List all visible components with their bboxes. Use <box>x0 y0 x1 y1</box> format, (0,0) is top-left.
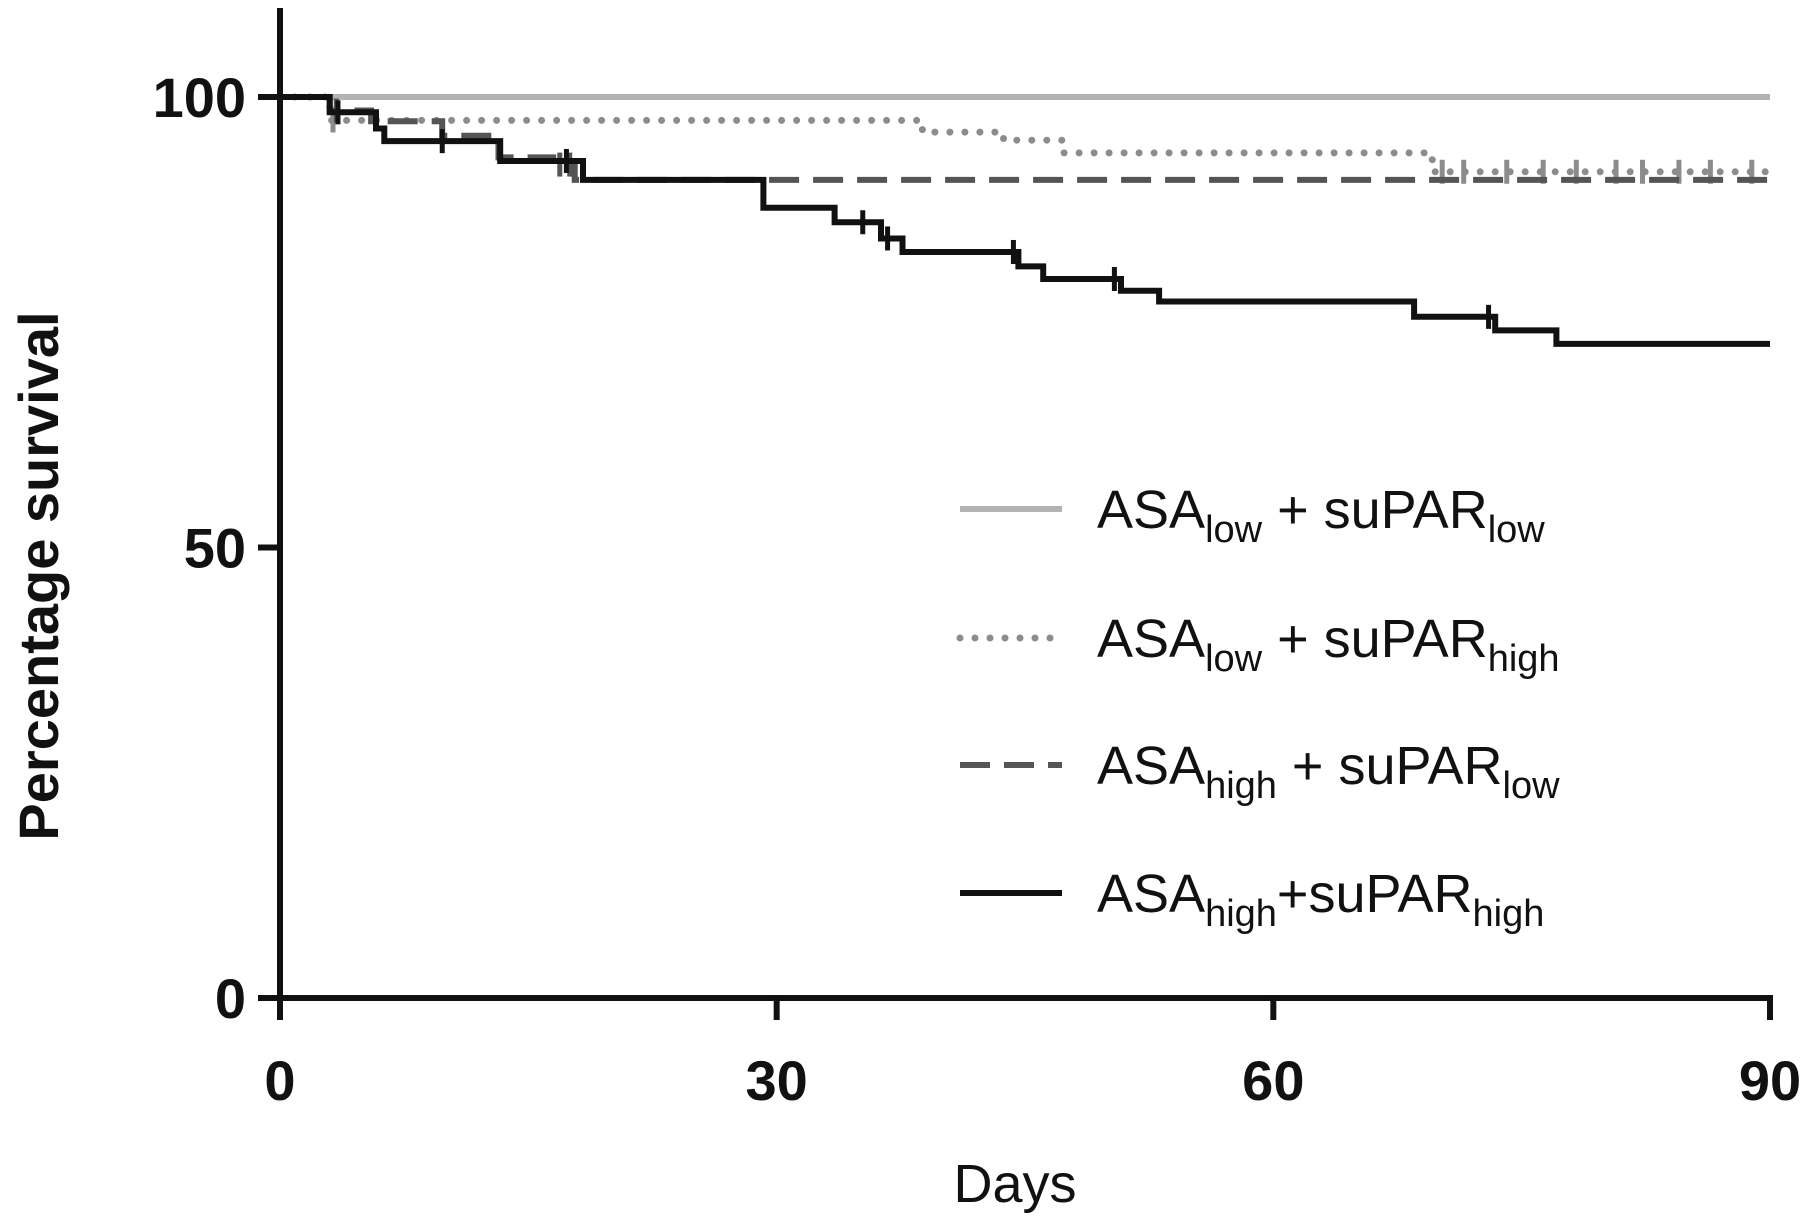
axes: 0 50 100 0 30 60 90 <box>153 8 1800 1112</box>
legend-text-part: + suPAR <box>1262 480 1488 540</box>
legend-text-part: + suPAR <box>1262 609 1488 669</box>
x-tick-label-3: 90 <box>1739 1049 1800 1112</box>
legend-text-part: +suPAR <box>1277 864 1473 924</box>
series-line-1 <box>276 93 1774 176</box>
legend-subscript: low <box>1488 509 1546 551</box>
plot-area <box>276 93 1774 347</box>
series-3 <box>280 94 1770 347</box>
legend-label-2: ASAhigh + suPARlow <box>1097 736 1560 807</box>
legend-subscript: high <box>1205 765 1277 807</box>
legend-text-part: + suPAR <box>1277 736 1503 796</box>
series-1 <box>276 93 1774 184</box>
x-tick-label-0: 0 <box>264 1049 295 1112</box>
legend-text-part: ASA <box>1097 736 1205 796</box>
legend-label-0: ASAlow + suPARlow <box>1097 480 1545 551</box>
y-tick-label-1: 50 <box>184 517 246 580</box>
legend-subscript: low <box>1503 765 1561 807</box>
legend-text-part: ASA <box>1097 864 1205 924</box>
legend-entry-0: ASAlow + suPARlow <box>960 480 1545 551</box>
legend-entry-3: ASAhigh+suPARhigh <box>960 864 1544 935</box>
y-axis-title: Percentage survival <box>7 311 70 840</box>
legend-label-3: ASAhigh+suPARhigh <box>1097 864 1544 935</box>
legend-subscript: high <box>1488 638 1560 680</box>
legend-text-part: ASA <box>1097 480 1205 540</box>
legend-entry-2: ASAhigh + suPARlow <box>960 736 1560 807</box>
legend-text-part: ASA <box>1097 609 1205 669</box>
series-line-3 <box>280 94 1770 347</box>
x-axis-title: Days <box>953 1154 1076 1214</box>
series-2 <box>280 94 1770 183</box>
legend-subscript: low <box>1205 509 1263 551</box>
legend-entry-1: ASAlow + suPARhigh <box>956 609 1560 680</box>
legend-subscript: high <box>1205 893 1277 935</box>
y-tick-label-0: 0 <box>215 967 246 1030</box>
y-tick-label-2: 100 <box>153 66 246 129</box>
series-line-2 <box>280 94 1770 183</box>
legend-subscript: high <box>1473 893 1545 935</box>
x-tick-label-1: 30 <box>746 1049 808 1112</box>
x-tick-label-2: 60 <box>1242 1049 1304 1112</box>
legend-label-1: ASAlow + suPARhigh <box>1097 609 1560 680</box>
legend-subscript: low <box>1205 638 1263 680</box>
